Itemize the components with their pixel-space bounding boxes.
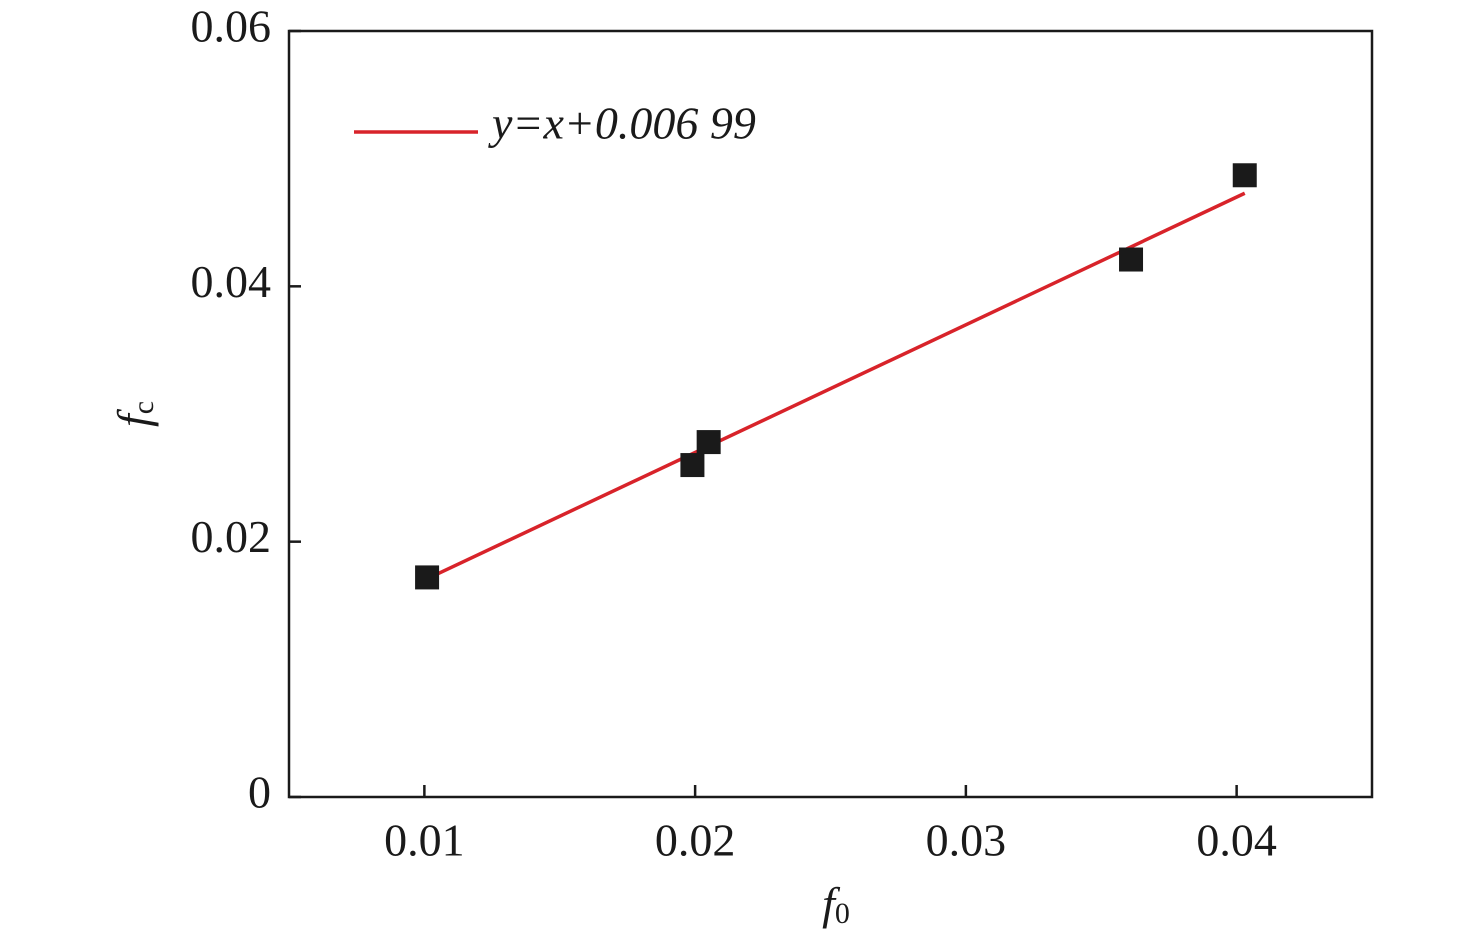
data-point [680, 453, 705, 478]
y-tick-label: 0.06 [191, 1, 272, 52]
x-tick-label: 0.03 [926, 815, 1007, 866]
data-point [1232, 163, 1257, 188]
data-point [696, 430, 721, 455]
x-tick-label: 0.04 [1196, 815, 1277, 866]
x-axis-label-sub: 0 [835, 897, 850, 930]
x-tick-label: 0.01 [384, 815, 465, 866]
y-tick-label: 0 [248, 767, 271, 818]
y-axis-label: fc [108, 401, 160, 427]
x-axis-label: f0 [822, 878, 850, 930]
x-tick-label: 0.02 [655, 815, 736, 866]
legend-label: y=x+0.006 99 [488, 98, 756, 149]
fit-line [426, 191, 1246, 581]
y-axis-label-sub: c [127, 401, 160, 414]
y-tick-label: 0.04 [191, 256, 272, 307]
data-point [415, 565, 440, 590]
data-point [1119, 247, 1144, 272]
plot-frame [287, 29, 1374, 799]
y-tick-label: 0.02 [191, 511, 272, 562]
